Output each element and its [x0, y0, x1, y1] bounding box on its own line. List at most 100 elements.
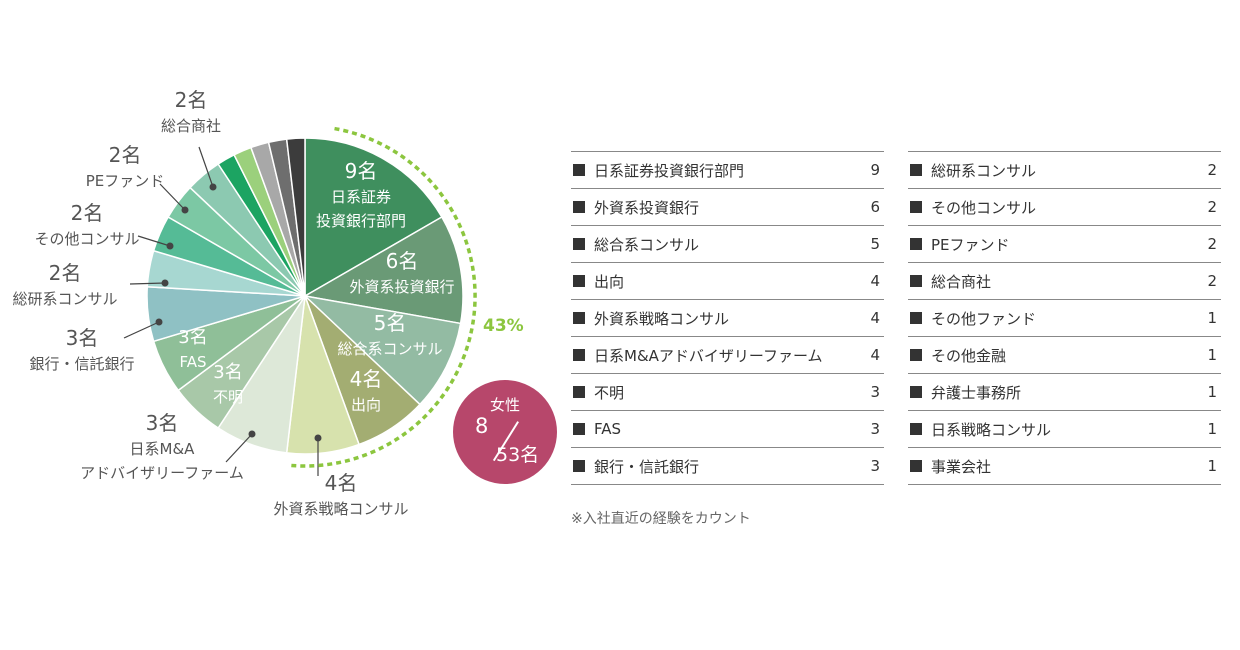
legend-item-name: 日系M&Aアドバイザリーファーム	[594, 346, 823, 365]
legend-row: 総合商社 2	[908, 262, 1221, 299]
square-marker-icon	[573, 238, 585, 250]
legend-row: 外資系投資銀行 6	[571, 188, 884, 225]
pie-slice-label-4: 4名出向	[350, 367, 383, 414]
legend-row: その他金融 1	[908, 336, 1221, 373]
pie-slice-label-8: 3名 FAS	[178, 327, 207, 371]
legend-item-value: 1	[1207, 309, 1217, 327]
square-marker-icon	[910, 460, 922, 472]
square-marker-icon	[573, 460, 585, 472]
legend-item-name: 外資系戦略コンサル	[594, 309, 730, 328]
legend-item-name: その他ファンド	[931, 309, 1037, 328]
leader-dot-13	[209, 183, 217, 191]
leader-dot-12	[181, 206, 189, 214]
square-marker-icon	[910, 386, 922, 398]
legend-row: 日系M&Aアドバイザリーファーム 4	[571, 336, 884, 373]
pie-outside-label-9: 3名銀行・信託銀行	[29, 326, 134, 373]
legend-item-value: 1	[1207, 457, 1217, 475]
legend-item-value: 4	[870, 346, 880, 364]
leader-line-6	[225, 433, 253, 463]
footnote: ※入社直近の経験をカウント	[571, 511, 751, 527]
leader-line-13	[198, 146, 214, 188]
legend-item-value: 2	[1207, 272, 1217, 290]
legend-item-name: FAS	[594, 420, 622, 438]
highlight-percent-label: 43%	[483, 316, 524, 336]
square-marker-icon	[910, 238, 922, 250]
pie-outside-label-11: 2名その他コンサル	[34, 201, 139, 248]
square-marker-icon	[573, 386, 585, 398]
female-numerator: 8	[475, 414, 489, 438]
legend-item-value: 3	[870, 420, 880, 438]
square-marker-icon	[573, 164, 585, 176]
legend-item-name: 日系戦略コンサル	[931, 420, 1052, 439]
pie-slice-2	[302, 215, 464, 325]
pie-outside-label-13: 2名総合商社	[161, 88, 221, 135]
legend-row: 銀行・信託銀行 3	[571, 447, 884, 485]
legend-item-name: 総合系コンサル	[594, 235, 700, 254]
legend-item-value: 1	[1207, 346, 1217, 364]
legend-item-value: 9	[870, 161, 880, 179]
legend-row: 外資系戦略コンサル 4	[571, 299, 884, 336]
square-marker-icon	[573, 275, 585, 287]
legend-row: 事業会社 1	[908, 447, 1221, 485]
legend-row: その他ファンド 1	[908, 299, 1221, 336]
pie-slices	[146, 137, 464, 455]
square-marker-icon	[910, 349, 922, 361]
pie-outside-label-10: 2名総研系コンサル	[12, 261, 117, 308]
leader-line-12	[159, 183, 186, 211]
square-marker-icon	[573, 312, 585, 324]
legend-item-name: PEファンド	[931, 235, 1010, 254]
legend-row: 日系戦略コンサル 1	[908, 410, 1221, 447]
pie-leader-lines	[123, 146, 322, 476]
legend-item-name: 総研系コンサル	[931, 161, 1037, 180]
legend-row: FAS 3	[571, 410, 884, 447]
legend-item-value: 6	[870, 198, 880, 216]
pie-slice-label-3: 5名総合系コンサル	[337, 311, 442, 358]
legend-item-value: 2	[1207, 161, 1217, 179]
pie-slice-3	[302, 294, 462, 406]
legend-row: PEファンド 2	[908, 225, 1221, 262]
leader-dot-11	[166, 242, 174, 250]
legend-table-left: 日系証券投資銀行部門 9 外資系投資銀行 6 総合系コンサル 5 出向 4 外資系戦略コンサル 4…	[571, 151, 884, 485]
legend-item-value: 5	[870, 235, 880, 253]
legend-item-name: 日系証券投資銀行部門	[594, 161, 745, 180]
legend-row: 総合系コンサル 5	[571, 225, 884, 262]
legend-item-name: 弁護士事務所	[931, 383, 1022, 402]
legend-row: 弁護士事務所 1	[908, 373, 1221, 410]
legend-item-value: 3	[870, 457, 880, 475]
legend-item-value: 1	[1207, 383, 1217, 401]
leader-line-9	[123, 321, 160, 339]
legend-row: その他コンサル 2	[908, 188, 1221, 225]
leader-dot-10	[161, 279, 169, 287]
square-marker-icon	[910, 164, 922, 176]
legend-item-name: 不明	[594, 383, 625, 402]
legend-row: 日系証券投資銀行部門 9	[571, 151, 884, 188]
legend-item-name: 事業会社	[931, 457, 992, 476]
legend-item-name: 出向	[594, 272, 625, 291]
legend-table-right: 総研系コンサル 2 その他コンサル 2 PEファンド 2 総合商社 2 その他ファンド 1 その他金…	[908, 151, 1221, 485]
square-marker-icon	[910, 312, 922, 324]
leader-dot-9	[155, 318, 163, 326]
leader-line-11	[137, 235, 171, 247]
pie-slice-label-2: 6名外資系投資銀行	[349, 249, 454, 296]
pie-slice-label-7: 3名不明	[213, 362, 243, 406]
legend-item-value: 4	[870, 272, 880, 290]
square-marker-icon	[910, 423, 922, 435]
legend-item-name: その他金融	[931, 346, 1007, 365]
legend-item-value: 1	[1207, 420, 1217, 438]
leader-dot-6	[248, 430, 256, 438]
female-title: 女性	[489, 396, 520, 414]
female-denominator: 53名	[496, 444, 540, 466]
pie-slice-1	[304, 137, 443, 298]
pie-outside-label-6: 3名日系M&A アドバイザリーファーム	[80, 411, 244, 482]
square-marker-icon	[910, 201, 922, 213]
legend-row: 総研系コンサル 2	[908, 151, 1221, 188]
pie-outside-label-5: 4名外資系戦略コンサル	[273, 471, 408, 518]
leader-dot-5	[314, 434, 322, 442]
pie-labels: 9名日系証券投資銀行部門 6名外資系投資銀行 5名総合系コンサル 4名出向 4名外資系戦…	[12, 88, 454, 518]
pie-chart: 9名日系証券投資銀行部門 6名外資系投資銀行 5名総合系コンサル 4名出向 4名外資系戦…	[12, 88, 477, 518]
female-ratio-badge: 女性 8 53名	[453, 380, 557, 484]
legend-row: 出向 4	[571, 262, 884, 299]
square-marker-icon	[573, 423, 585, 435]
legend-row: 不明 3	[571, 373, 884, 410]
legend-item-name: その他コンサル	[931, 198, 1037, 217]
